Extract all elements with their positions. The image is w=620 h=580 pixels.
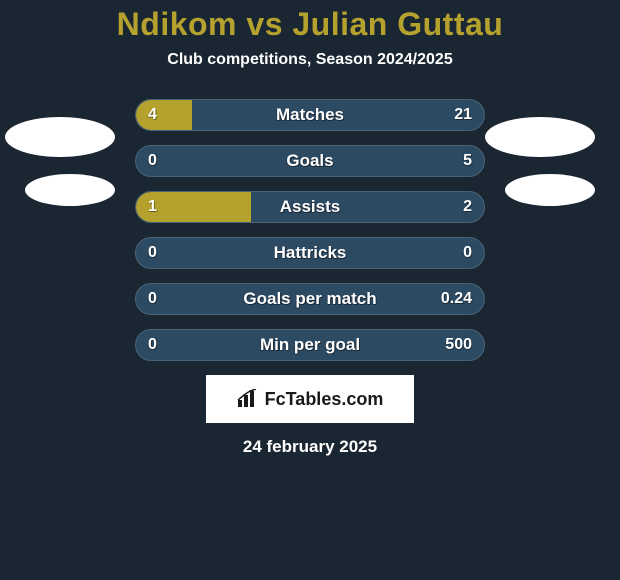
subtitle: Club competitions, Season 2024/2025 <box>0 51 620 69</box>
stat-label: Goals per match <box>136 289 484 309</box>
stat-row: 00.24Goals per match <box>135 283 485 315</box>
page-title: Ndikom vs Julian Guttau <box>0 0 620 43</box>
avatar-left-body <box>25 174 115 206</box>
avatar-right-head <box>485 117 595 157</box>
date-text: 24 february 2025 <box>0 437 620 457</box>
stat-label: Matches <box>136 105 484 125</box>
stat-row: 12Assists <box>135 191 485 223</box>
stat-label: Hattricks <box>136 243 484 263</box>
avatar-right-body <box>505 174 595 206</box>
stat-row: 421Matches <box>135 99 485 131</box>
avatar-left-head <box>5 117 115 157</box>
stat-label: Goals <box>136 151 484 171</box>
branding-text: FcTables.com <box>265 389 384 410</box>
stat-row: 0500Min per goal <box>135 329 485 361</box>
stat-row: 05Goals <box>135 145 485 177</box>
comparison-infographic: Ndikom vs Julian Guttau Club competition… <box>0 0 620 580</box>
stat-label: Min per goal <box>136 335 484 355</box>
stat-row: 00Hattricks <box>135 237 485 269</box>
bars-icon <box>237 389 259 409</box>
branding-badge: FcTables.com <box>206 375 414 423</box>
stat-bars: 421Matches 05Goals 12Assists 00Hattricks 00.… <box>135 99 485 361</box>
stat-label: Assists <box>136 197 484 217</box>
